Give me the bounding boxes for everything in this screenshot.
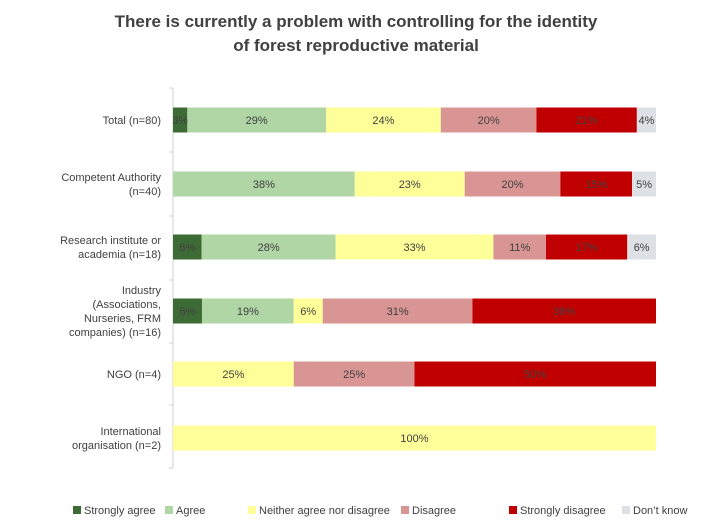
bars: 3% 29% 24% 20% 21% 4% 38% 23% 20% 15% 5% 6% 28% 33% 11… [172, 107, 656, 451]
data-label: 33% [403, 242, 425, 254]
data-label: 38% [553, 306, 575, 318]
bar-segment [440, 107, 537, 133]
bar-segment [173, 107, 188, 133]
data-label: 17% [576, 242, 598, 254]
bar-segment [472, 298, 656, 324]
bar-segment [173, 298, 202, 324]
bar-segment [326, 107, 441, 133]
data-label: 20% [478, 115, 500, 127]
bar-segment [414, 361, 656, 387]
legend-swatch [401, 506, 409, 514]
bar-segment [335, 234, 494, 260]
legend-label: Strongly agree [84, 505, 156, 517]
legend-swatch [622, 506, 630, 514]
data-label: 4% [638, 115, 654, 127]
bar-segment [173, 425, 656, 451]
data-label: 6% [300, 306, 316, 318]
bar-segment [173, 171, 355, 197]
legend-label: Neither agree nor disagree [259, 505, 390, 517]
data-label: 50% [524, 369, 546, 381]
legend-swatch [165, 506, 173, 514]
data-label: 6% [179, 242, 195, 254]
data-label: 19% [237, 306, 259, 318]
bar-segment [546, 234, 628, 260]
bar-segment [173, 361, 294, 387]
category-label: Total (n=80) [103, 115, 161, 127]
bar-segment [536, 107, 637, 133]
bar-segment [293, 361, 415, 387]
data-label: 25% [343, 369, 365, 381]
category-axis: Total (n=80) Competent Authority (n=40) Res… [60, 87, 174, 469]
bar-segment [201, 298, 294, 324]
category-label: International [100, 426, 161, 438]
legend-label: Disagree [412, 505, 456, 517]
data-label: 38% [253, 179, 275, 191]
bar-segment [201, 234, 336, 260]
category-label: academia (n=18) [78, 249, 161, 261]
bar-segment [636, 107, 656, 133]
data-label: 3% [172, 115, 188, 127]
category-label: Competent Authority [61, 172, 161, 184]
bar-segment [627, 234, 656, 260]
bar-segment [293, 298, 323, 324]
data-label: 25% [222, 369, 244, 381]
data-label: 23% [399, 179, 421, 191]
chart-title: There is currently a problem with contro… [115, 12, 598, 55]
bar-segment [354, 171, 465, 197]
bar-segment [187, 107, 327, 133]
data-label: 24% [372, 115, 394, 127]
data-label: 6% [180, 306, 196, 318]
category-label: Nurseries, FRM [84, 313, 161, 325]
legend-swatch [248, 506, 256, 514]
data-label: 29% [246, 115, 268, 127]
category-label: Industry [122, 285, 162, 297]
category-label: NGO (n=4) [107, 369, 161, 381]
data-label: 28% [258, 242, 280, 254]
category-label: (n=40) [129, 186, 161, 198]
data-label: 15% [585, 179, 607, 191]
legend-label: Agree [176, 505, 205, 517]
data-label: 20% [502, 179, 524, 191]
data-label: 21% [576, 115, 598, 127]
category-label: organisation (n=2) [72, 440, 161, 452]
bar-segment [493, 234, 547, 260]
data-label: 100% [400, 433, 428, 445]
legend-label: Strongly disagree [520, 505, 606, 517]
bar-segment [464, 171, 561, 197]
legend-swatch [509, 506, 517, 514]
bar-segment [560, 171, 633, 197]
category-label: Research institute or [60, 235, 161, 247]
category-label: (Associations, [93, 299, 161, 311]
legend-label: Don’t know [633, 505, 687, 517]
legend: Strongly agree Agree Neither agree nor dis… [73, 505, 687, 517]
data-label: 6% [634, 242, 650, 254]
bar-segment [322, 298, 473, 324]
chart-title-line: of forest reproductive material [233, 36, 479, 55]
data-label: 11% [509, 242, 530, 254]
chart-title-line: There is currently a problem with contro… [115, 12, 598, 31]
data-label: 5% [636, 179, 652, 191]
data-label: 31% [387, 306, 409, 318]
bar-segment [173, 234, 202, 260]
legend-swatch [73, 506, 81, 514]
bar-segment [632, 171, 656, 197]
category-label: companies) (n=16) [69, 327, 161, 339]
